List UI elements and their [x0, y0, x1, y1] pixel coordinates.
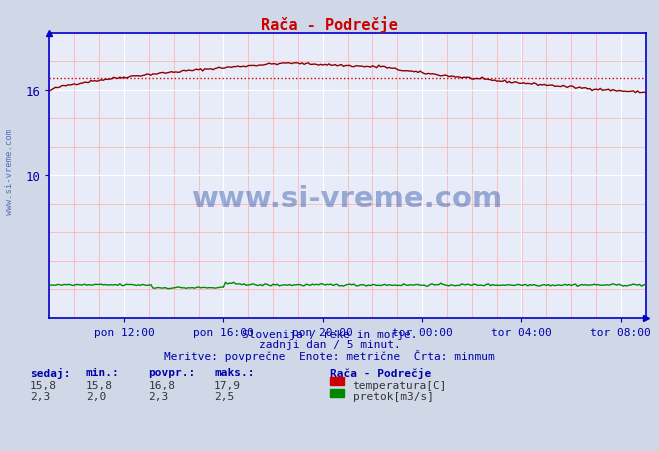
Text: www.si-vreme.com: www.si-vreme.com	[192, 184, 503, 212]
Text: 2,5: 2,5	[214, 391, 235, 401]
Text: 15,8: 15,8	[30, 380, 57, 390]
Text: temperatura[C]: temperatura[C]	[353, 380, 447, 390]
Text: sedaj:: sedaj:	[30, 368, 70, 378]
Text: 2,3: 2,3	[148, 391, 169, 401]
Text: www.si-vreme.com: www.si-vreme.com	[5, 129, 14, 214]
Text: pretok[m3/s]: pretok[m3/s]	[353, 391, 434, 401]
Text: 17,9: 17,9	[214, 380, 241, 390]
Text: maks.:: maks.:	[214, 368, 254, 377]
Text: Rača - Podrečje: Rača - Podrečje	[261, 16, 398, 32]
Text: zadnji dan / 5 minut.: zadnji dan / 5 minut.	[258, 339, 401, 349]
Text: Slovenija / reke in morje.: Slovenija / reke in morje.	[242, 329, 417, 339]
Text: 16,8: 16,8	[148, 380, 175, 390]
Text: Meritve: povprečne  Enote: metrične  Črta: minmum: Meritve: povprečne Enote: metrične Črta:…	[164, 349, 495, 361]
Text: min.:: min.:	[86, 368, 119, 377]
Text: Rača - Podrečje: Rača - Podrečje	[330, 368, 431, 378]
Text: 2,0: 2,0	[86, 391, 106, 401]
Text: 15,8: 15,8	[86, 380, 113, 390]
Text: povpr.:: povpr.:	[148, 368, 196, 377]
Text: 2,3: 2,3	[30, 391, 50, 401]
